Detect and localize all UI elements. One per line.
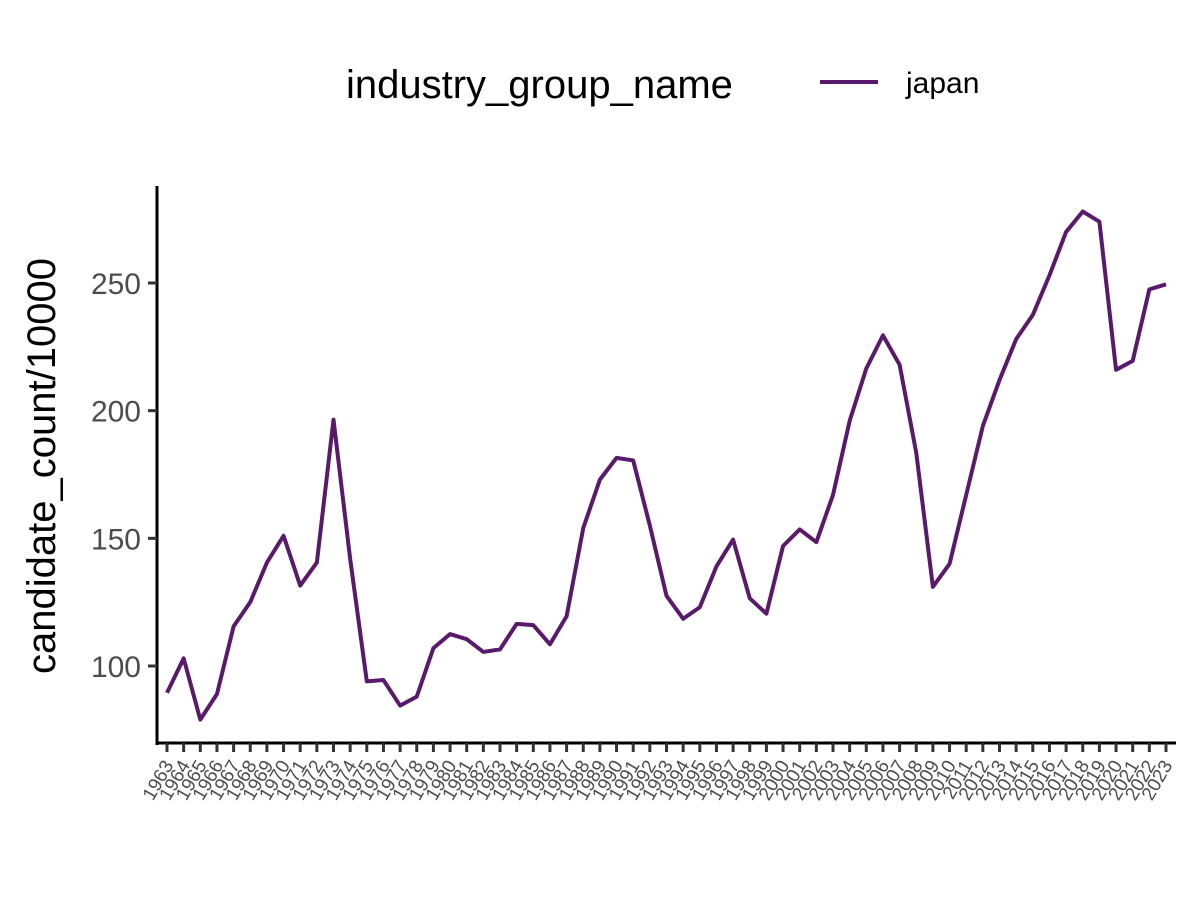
plot-area xyxy=(165,209,1167,722)
legend-title: industry_group_name xyxy=(346,63,733,107)
y-axis-label: candidate_count/10000 xyxy=(20,258,64,674)
y-tick-label: 150 xyxy=(91,523,141,556)
legend: industry_group_name japan xyxy=(346,63,979,107)
y-tick-label: 100 xyxy=(91,651,141,684)
x-axis: 1963196419651966196719681969197019711972… xyxy=(139,741,1177,804)
y-tick-label: 250 xyxy=(91,268,141,301)
legend-label: japan xyxy=(905,67,979,100)
series-line-japan xyxy=(165,209,1167,722)
y-tick-label: 200 xyxy=(91,396,141,429)
y-axis: 100 150 200 250 xyxy=(91,186,159,745)
